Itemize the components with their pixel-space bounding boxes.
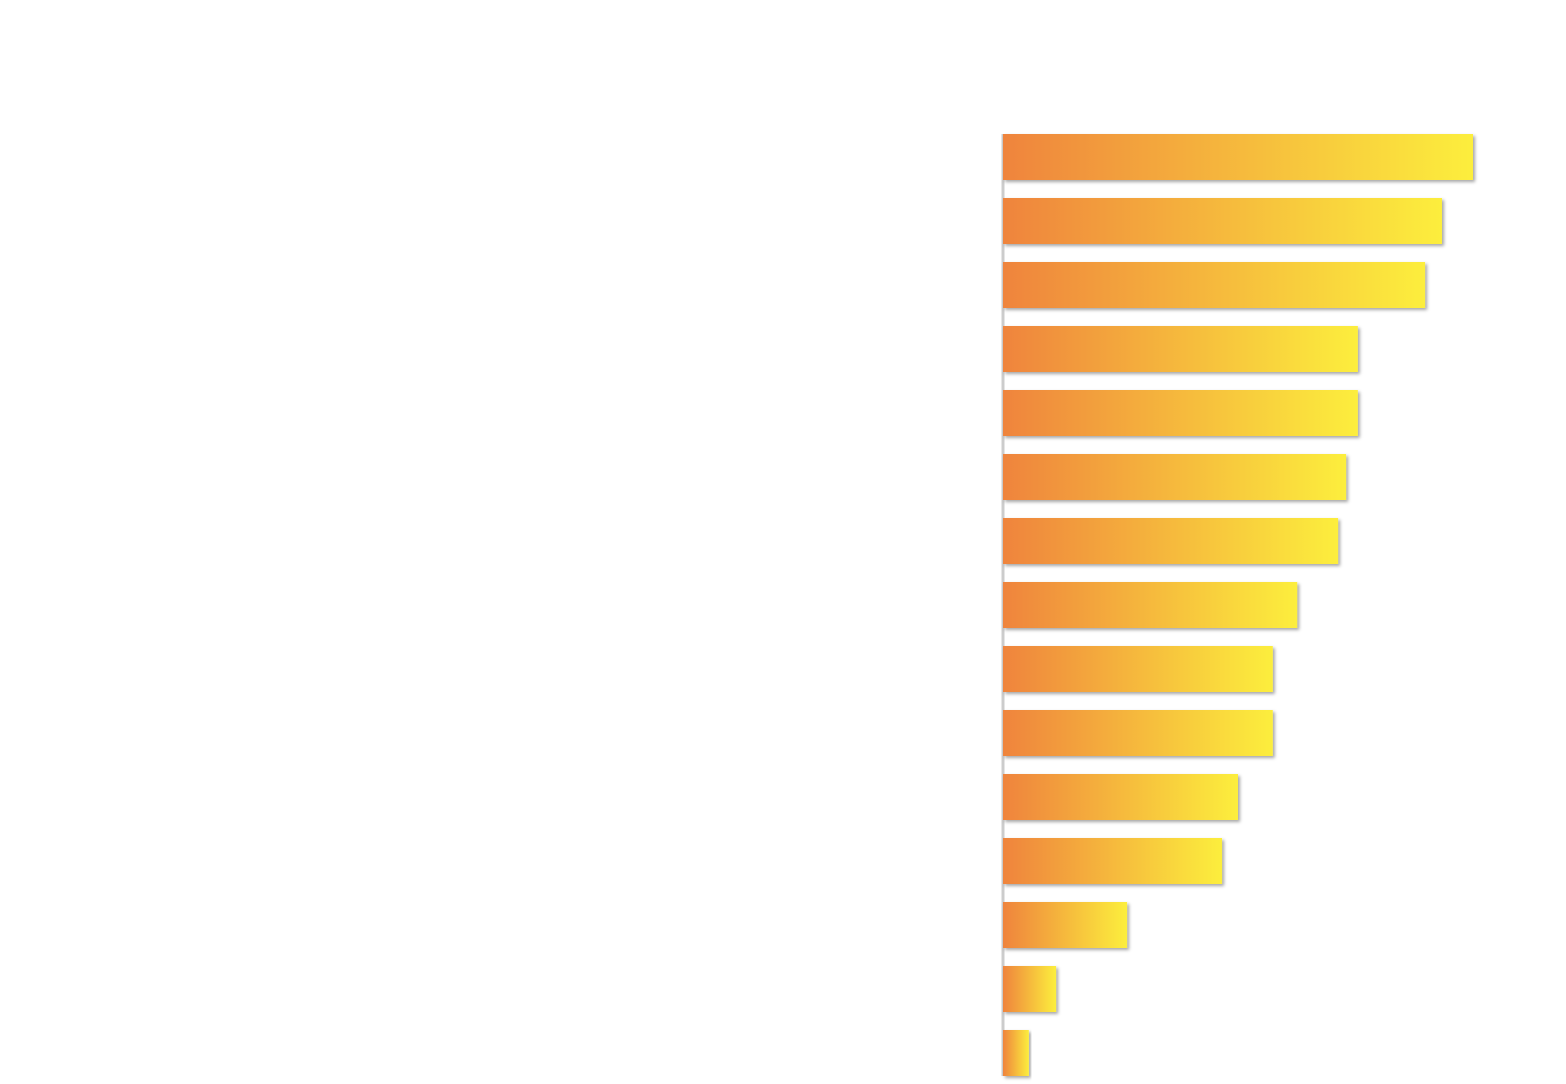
bar [1003,902,1128,948]
bar [1003,582,1298,628]
bar [1003,390,1358,436]
bar [1003,710,1273,756]
bar [1003,454,1347,500]
bar [1003,646,1273,692]
bar [1003,326,1358,372]
bar [1003,1030,1029,1076]
bar [1003,838,1223,884]
bar [1003,262,1426,308]
bar [1003,518,1339,564]
bar [1003,774,1238,820]
bar [1003,198,1442,244]
bar [1003,134,1473,180]
bar [1003,966,1057,1012]
